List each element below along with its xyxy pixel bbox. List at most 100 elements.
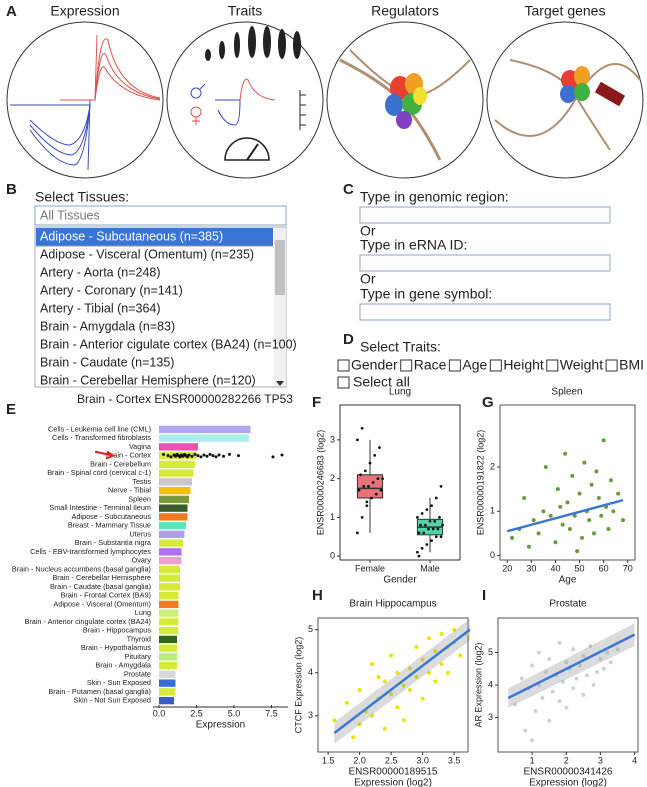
point: [414, 644, 419, 649]
point: [214, 455, 218, 459]
category-label: Brain - Amygdala: [95, 661, 152, 670]
option[interactable]: Artery - Aorta (n=248): [40, 265, 161, 279]
scroll-arrow: [276, 381, 284, 386]
point: [599, 513, 604, 518]
point: [536, 650, 541, 655]
point: [433, 649, 438, 654]
category-label: Brain - Hippocampus: [83, 626, 151, 635]
point: [381, 477, 384, 481]
target-genes-icon: [494, 59, 641, 151]
bar: [159, 548, 182, 556]
checkbox-label: Select all: [353, 374, 410, 390]
option[interactable]: Brain - Anterior cigulate cortex (BA24) …: [40, 337, 297, 351]
point: [522, 496, 527, 500]
options: Adipose - Subcutaneous (n=385) Adipose - …: [36, 228, 297, 387]
point: [558, 504, 563, 509]
y-tick-label: 3: [488, 712, 493, 722]
point: [608, 478, 613, 483]
checkbox[interactable]: [605, 359, 618, 372]
point: [382, 726, 387, 731]
point: [187, 453, 191, 457]
point: [376, 477, 380, 481]
option[interactable]: Brain - Caudate (n=135): [40, 355, 174, 369]
point: [360, 426, 364, 430]
checkbox[interactable]: [546, 359, 559, 372]
category-label: Vagina: [129, 442, 152, 451]
point: [426, 636, 431, 641]
option[interactable]: Brain - Cerebellar Hemisphere (n=120): [40, 373, 256, 387]
point: [577, 491, 582, 496]
checkbox[interactable]: [489, 359, 502, 372]
option[interactable]: Brain - Amygdala (n=83): [40, 319, 175, 333]
option[interactable]: Adipose - Visceral (Omentum) (n=235): [40, 247, 254, 261]
category-label: Uterus: [130, 529, 152, 538]
y-tick-label: 0: [330, 551, 335, 561]
point: [430, 504, 433, 508]
checkbox[interactable]: [337, 376, 350, 389]
option[interactable]: Artery - Tibial (n=364): [40, 301, 161, 315]
category-label: Brain - Frontal Cortex (BA9): [61, 591, 151, 600]
point: [560, 522, 565, 527]
point: [208, 452, 212, 456]
input[interactable]: [359, 206, 611, 224]
label: Type in eRNA ID:: [360, 237, 467, 253]
x-tick-label: 40: [550, 563, 560, 573]
point: [419, 523, 422, 527]
option-highlight[interactable]: [36, 228, 273, 246]
checkbox[interactable]: [337, 359, 350, 372]
x-tick-label: 2: [564, 755, 569, 765]
point: [458, 653, 463, 658]
category-label: Adipose - Visceral (Omentum): [53, 599, 151, 608]
point: [217, 453, 221, 457]
category-label: Prostate: [124, 669, 151, 678]
point: [422, 531, 426, 535]
scroll-thumb[interactable]: [275, 240, 285, 295]
point: [434, 535, 438, 539]
chart-title: Prostate: [549, 599, 587, 610]
point: [420, 657, 425, 662]
point: [565, 500, 570, 505]
point: [548, 513, 553, 518]
point: [523, 728, 528, 733]
x-tick-label: Female: [355, 563, 385, 573]
checkbox-label: Gender: [351, 357, 398, 373]
point: [357, 687, 362, 692]
x-tick-label: Male: [420, 563, 440, 573]
label: Or: [360, 271, 376, 287]
point: [237, 454, 240, 458]
category-label: Brain - Caudate (basal ganglia): [50, 582, 151, 591]
charts: Brain - Cortex ENSR00000282266 TP53 Cells…: [12, 387, 639, 787]
point: [589, 482, 594, 487]
y-tick-label: 3: [330, 434, 335, 444]
option[interactable]: Artery - Coronary (n=141): [40, 283, 183, 297]
x-tick-label: 4: [632, 755, 637, 765]
label: Or: [360, 223, 376, 239]
bar: [159, 670, 176, 679]
point: [530, 663, 535, 668]
input[interactable]: [359, 254, 611, 272]
point: [605, 650, 610, 655]
checkbox[interactable]: [400, 359, 413, 372]
point: [584, 673, 589, 678]
x-tick-label: 5.0: [228, 708, 241, 718]
input[interactable]: [359, 303, 611, 321]
option[interactable]: Adipose - Subcutaneous (n=385): [40, 229, 223, 243]
search-box[interactable]: [34, 205, 287, 226]
point: [420, 512, 424, 515]
y-tick-label: 5: [488, 647, 493, 657]
point: [581, 692, 586, 697]
point: [594, 469, 599, 474]
point: [373, 453, 377, 457]
point: [530, 738, 535, 743]
panel-letter: B: [6, 181, 17, 198]
checkbox[interactable]: [448, 359, 461, 372]
point: [374, 492, 378, 496]
point: [395, 705, 400, 710]
bar: [159, 469, 194, 477]
point: [211, 454, 215, 458]
fit-line: [333, 628, 471, 735]
point: [356, 438, 359, 442]
y-tick-label: 4: [308, 667, 313, 677]
box: [356, 474, 384, 499]
